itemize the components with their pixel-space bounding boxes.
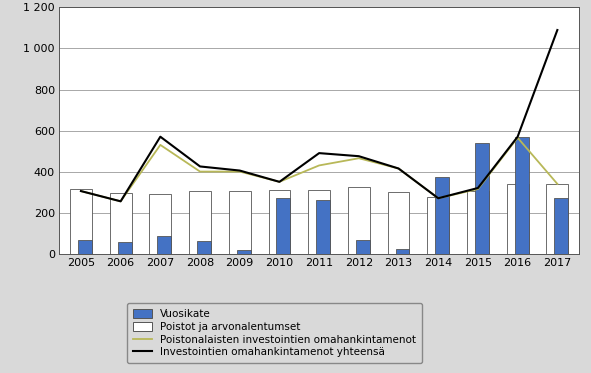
Bar <box>309 190 330 254</box>
Bar <box>388 192 410 254</box>
Bar <box>189 191 211 254</box>
Bar <box>547 184 569 254</box>
Bar <box>554 198 569 254</box>
Bar <box>348 187 370 254</box>
Bar <box>316 200 330 254</box>
Bar <box>506 184 528 254</box>
Bar <box>395 248 410 254</box>
Bar <box>78 240 92 254</box>
Bar <box>356 240 370 254</box>
Bar <box>475 143 489 254</box>
Bar <box>70 189 92 254</box>
Bar <box>150 194 171 254</box>
Bar <box>118 242 132 254</box>
Bar <box>197 241 211 254</box>
Bar <box>277 198 290 254</box>
Bar <box>515 137 528 254</box>
Bar <box>427 197 449 254</box>
Legend: Vuosikate, Poistot ja arvonalentumset, Poistonalaisten investointien omahankinta: Vuosikate, Poistot ja arvonalentumset, P… <box>126 303 423 363</box>
Bar <box>110 193 132 254</box>
Bar <box>229 191 251 254</box>
Bar <box>237 250 251 254</box>
Bar <box>467 191 489 254</box>
Bar <box>268 190 290 254</box>
Bar <box>435 177 449 254</box>
Bar <box>157 236 171 254</box>
